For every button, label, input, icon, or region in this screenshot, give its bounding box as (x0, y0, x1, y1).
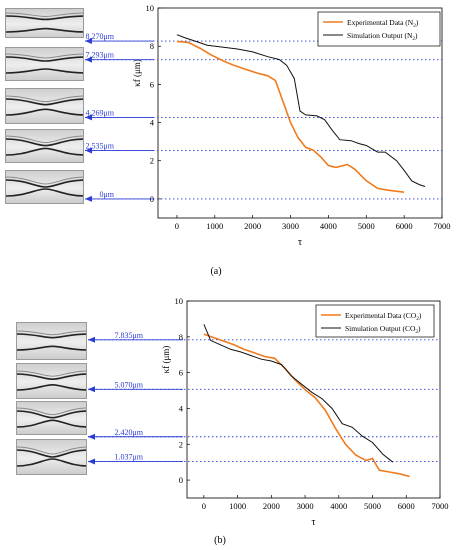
arrow-head-0 (85, 38, 92, 45)
y-tick-label-0: 0 (179, 475, 183, 485)
arrow-head-1 (88, 386, 95, 393)
x-tick-label-3: 3000 (297, 501, 314, 511)
y-axis-label: κf (μm) (132, 59, 142, 87)
plot-frame (186, 300, 441, 499)
microscope-image-1 (5, 47, 84, 81)
reference-label-2: 2.420μm (114, 428, 143, 437)
y-tick-label-5: 10 (175, 296, 184, 306)
arrow-head-1 (85, 56, 92, 63)
y-tick-label-3: 6 (150, 79, 154, 89)
x-tick-label-3: 3000 (282, 221, 299, 231)
series-line-1 (176, 34, 426, 187)
plot-frame (157, 7, 443, 219)
x-tick-label-1: 1000 (229, 501, 246, 511)
x-tick-label-5: 5000 (364, 501, 381, 511)
y-tick-label-2: 4 (179, 403, 184, 413)
x-tick-label-0: 0 (202, 501, 206, 511)
arrow-head-4 (85, 195, 92, 202)
reference-label-1: 7.293μm (85, 51, 114, 60)
arrow-head-3 (85, 147, 92, 154)
x-axis-label: τ (298, 237, 302, 248)
microscope-image-0 (16, 322, 87, 360)
reference-label-3: 1.037μm (114, 453, 143, 462)
x-tick-label-7: 7000 (434, 221, 451, 231)
caption-b: (b) (214, 535, 226, 546)
series-line-0 (203, 333, 410, 478)
microscope-image-4 (5, 170, 84, 204)
reference-label-2: 4.269μm (85, 108, 114, 117)
x-tick-label-0: 0 (175, 221, 179, 231)
x-tick-label-6: 6000 (398, 501, 415, 511)
legend-box (317, 11, 441, 47)
microscope-image-2 (5, 88, 84, 124)
y-tick-label-1: 2 (179, 439, 183, 449)
series-line-1 (203, 324, 394, 463)
x-axis-label: τ (311, 517, 315, 528)
x-tick-label-5: 5000 (358, 221, 375, 231)
y-tick-label-3: 6 (179, 368, 183, 378)
arrow-head-3 (88, 458, 95, 465)
legend-box (315, 304, 435, 338)
x-tick-label-6: 6000 (396, 221, 413, 231)
microscope-image-1 (16, 363, 87, 399)
arrow-head-2 (85, 114, 92, 121)
microscope-image-0 (5, 8, 84, 38)
microscope-image-3 (5, 129, 84, 163)
legend-label-1: Simulation Output (N2) (347, 31, 418, 42)
series-line-0 (176, 40, 405, 193)
y-tick-label-5: 10 (146, 3, 155, 13)
caption-a: (a) (210, 266, 222, 277)
reference-label-0: 8.270μm (85, 32, 114, 41)
y-tick-label-4: 8 (179, 332, 183, 342)
microscope-image-2 (16, 401, 87, 435)
y-axis-label: κf (μm) (161, 346, 171, 374)
arrow-head-0 (88, 336, 95, 343)
legend-label-1: Simulation Output (CO2) (345, 324, 421, 335)
x-tick-label-2: 2000 (244, 221, 261, 231)
reference-label-3: 2.535μm (85, 142, 114, 151)
y-tick-label-4: 8 (150, 41, 154, 51)
reference-label-4: 0μm (99, 190, 114, 199)
legend-label-0: Experimental Data (N2) (347, 18, 419, 29)
y-tick-label-1: 2 (150, 156, 154, 166)
x-tick-label-4: 4000 (330, 501, 347, 511)
x-tick-label-7: 7000 (432, 501, 449, 511)
microscope-image-3 (16, 439, 87, 475)
y-tick-label-2: 4 (150, 118, 155, 128)
legend-label-0: Experimental Data (CO2) (345, 311, 422, 322)
arrow-head-2 (88, 433, 95, 440)
reference-label-0: 7.835μm (114, 331, 143, 340)
x-tick-label-4: 4000 (320, 221, 337, 231)
x-tick-label-2: 2000 (263, 501, 280, 511)
reference-label-1: 5.070μm (114, 380, 143, 389)
x-tick-label-1: 1000 (206, 221, 223, 231)
